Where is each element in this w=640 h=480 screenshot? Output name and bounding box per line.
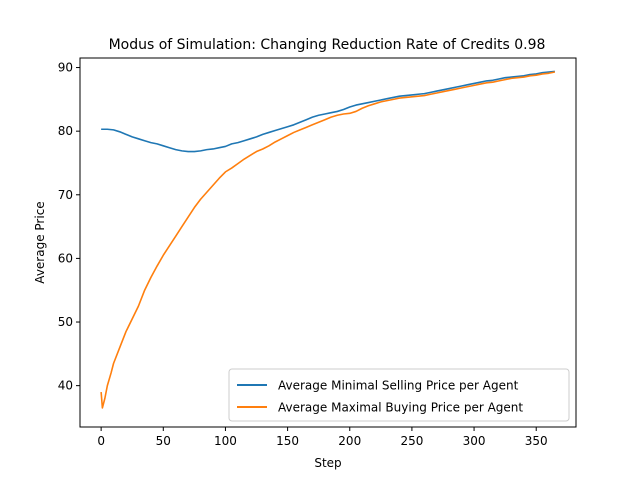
x-tick-label: 250 bbox=[400, 434, 423, 448]
y-tick-label: 40 bbox=[58, 379, 73, 393]
series-line-buying-price bbox=[100, 71, 556, 409]
x-axis-ticks: 0 50 100 150 200 250 300 350 bbox=[97, 427, 548, 448]
x-tick-label: 300 bbox=[463, 434, 486, 448]
y-tick-label: 90 bbox=[58, 61, 73, 75]
x-tick-label: 150 bbox=[276, 434, 299, 448]
y-tick-label: 60 bbox=[58, 251, 73, 265]
y-axis-label: Average Price bbox=[33, 201, 47, 283]
chart-title: Modus of Simulation: Changing Reduction … bbox=[109, 37, 546, 53]
y-axis-ticks: 40 50 60 70 80 90 bbox=[58, 61, 80, 393]
legend-box bbox=[228, 368, 570, 422]
series-line-selling-price bbox=[101, 70, 555, 153]
legend: Average Minimal Selling Price per Agent … bbox=[228, 368, 570, 422]
y-tick-label: 80 bbox=[58, 124, 73, 138]
x-tick-label: 350 bbox=[525, 434, 548, 448]
legend-label-selling: Average Minimal Selling Price per Agent bbox=[278, 379, 519, 393]
x-tick-label: 50 bbox=[156, 434, 171, 448]
y-tick-label: 70 bbox=[58, 188, 73, 202]
x-tick-label: 100 bbox=[214, 434, 237, 448]
series-layer bbox=[100, 70, 556, 409]
x-axis-label: Step bbox=[314, 456, 341, 470]
x-tick-label: 200 bbox=[338, 434, 361, 448]
axes-layer bbox=[79, 57, 577, 428]
y-tick-label: 50 bbox=[58, 315, 73, 329]
plot-area bbox=[80, 58, 576, 427]
legend-label-buying: Average Maximal Buying Price per Agent bbox=[278, 401, 523, 415]
x-tick-label: 0 bbox=[97, 434, 105, 448]
plot-frame bbox=[79, 57, 577, 428]
